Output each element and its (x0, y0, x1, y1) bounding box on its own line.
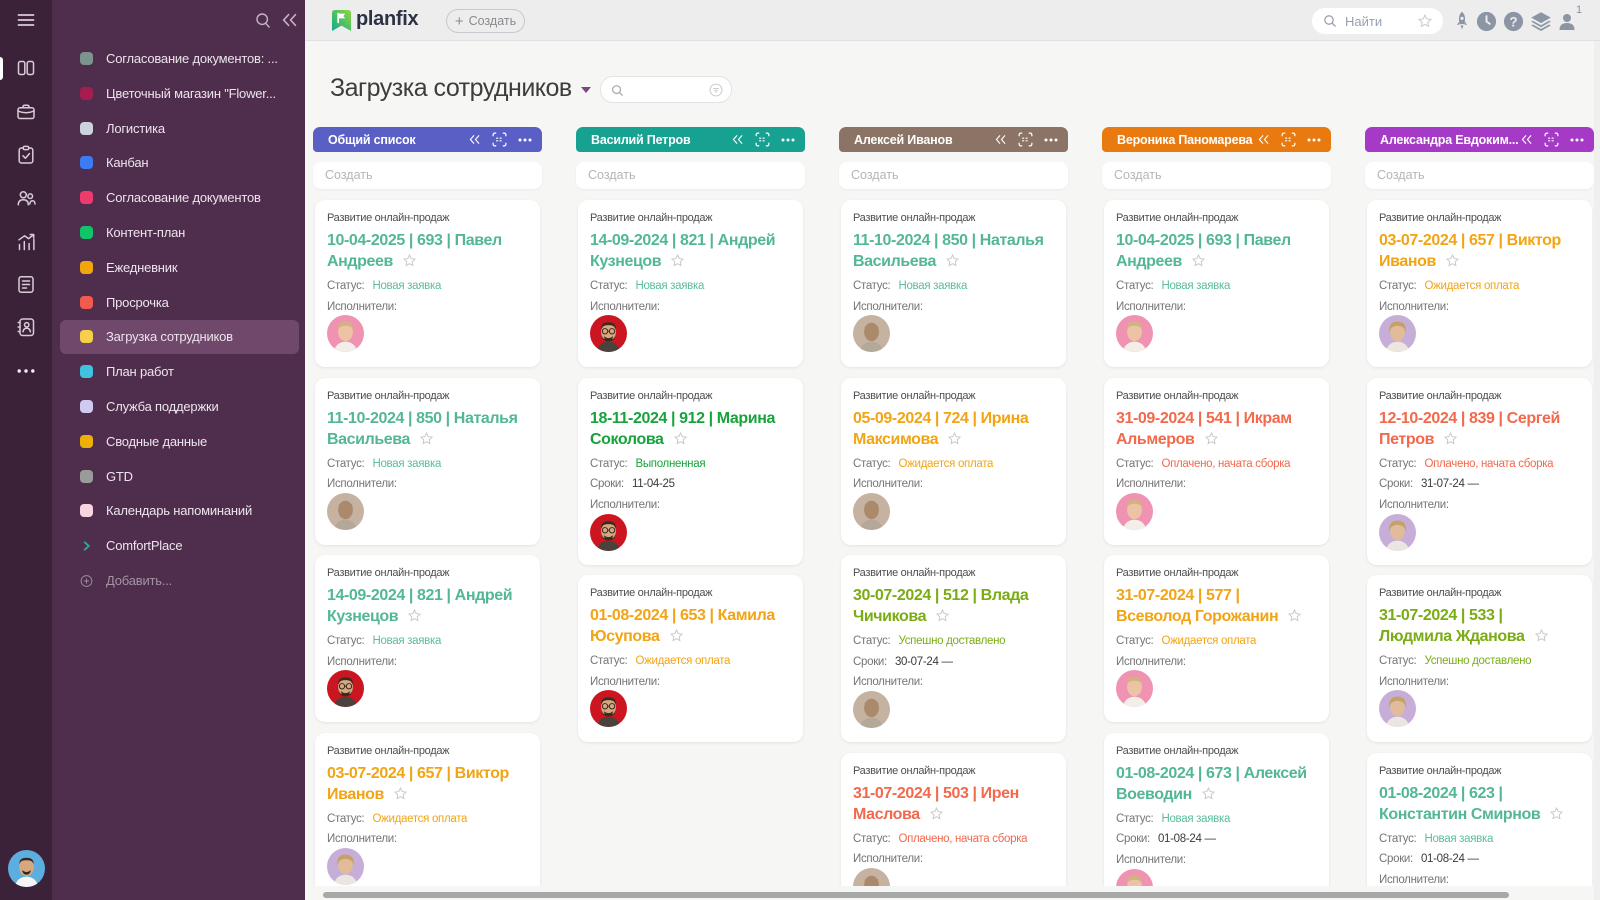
svg-text:?: ? (1509, 14, 1517, 29)
